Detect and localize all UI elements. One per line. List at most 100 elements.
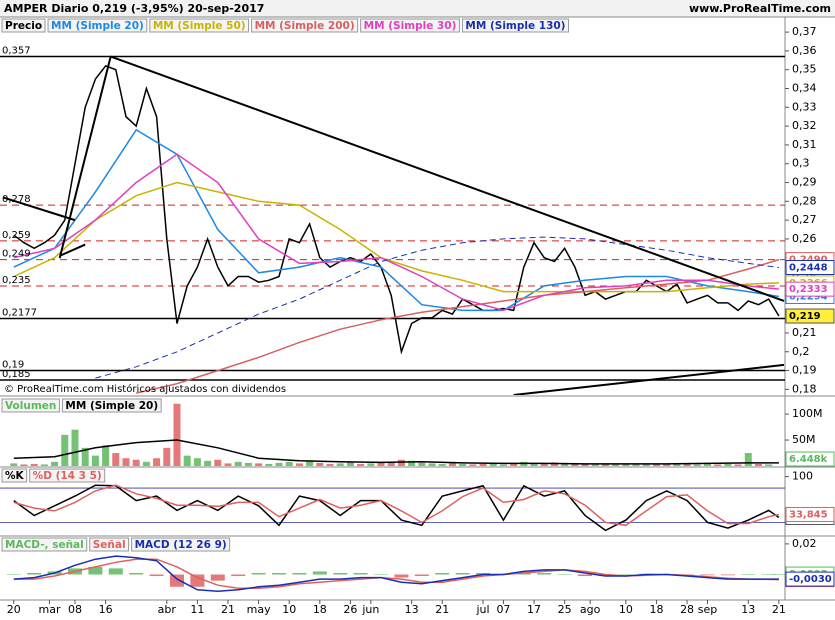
- volume-bar: [40, 464, 48, 466]
- y-tick-label: 100: [792, 470, 813, 483]
- histogram-bar: [108, 568, 123, 575]
- histogram-bar: [435, 572, 450, 575]
- legend-box: [29, 468, 106, 483]
- histogram-bar: [578, 574, 593, 577]
- panel: [0, 484, 785, 532]
- histogram-bar: [557, 574, 572, 576]
- x-tick-label: jul: [475, 603, 489, 616]
- volume-bar: [224, 463, 232, 466]
- level-label: 0,19: [2, 360, 24, 371]
- x-tick-label: 18: [313, 603, 327, 616]
- legend-box: [251, 18, 359, 33]
- volume-bar: [234, 461, 242, 466]
- volume-bar: [132, 459, 140, 466]
- x-tick-label: mar: [38, 603, 60, 616]
- histogram-bar: [394, 574, 409, 578]
- volume-bar: [530, 462, 538, 466]
- volume-bar: [326, 463, 334, 466]
- level-label: 0,185: [2, 369, 31, 380]
- trendline: [3, 196, 76, 222]
- histogram-bar: [618, 574, 633, 576]
- histogram-bar: [476, 572, 491, 575]
- legend-label: MACD (12 26 9): [135, 539, 227, 551]
- y-tick-label: 100M: [792, 407, 823, 420]
- histogram-bar: [169, 574, 184, 587]
- value-label-box: [785, 571, 835, 587]
- value-label: 33,845: [789, 509, 828, 520]
- y-tick-label: 0,19: [792, 364, 817, 377]
- histogram-bar: [272, 572, 287, 575]
- volume-bar: [408, 460, 416, 466]
- y-tick-label: 0,21: [792, 326, 817, 339]
- legend-label: MM (Simple 20): [51, 20, 144, 32]
- legend-box: [149, 18, 250, 33]
- volume-bar: [632, 463, 640, 466]
- volume-bar: [428, 463, 436, 466]
- note: © ProRealTime.com Históricos ajustados c…: [4, 383, 286, 395]
- value-label: 0,2448: [789, 263, 828, 274]
- x-tick-label: 28: [680, 603, 694, 616]
- trendline: [513, 363, 785, 395]
- histogram-bar: [455, 572, 470, 575]
- x-tick-label: 21: [221, 603, 235, 616]
- y-tick-label: 0,02: [792, 537, 817, 550]
- x-tick-label: 13: [741, 603, 755, 616]
- x-tick-label: may: [247, 603, 271, 616]
- volume-bar: [346, 461, 354, 466]
- volume-bar: [295, 463, 303, 466]
- histogram-bar: [741, 574, 756, 576]
- volume-bar: [744, 453, 752, 466]
- y-tick-label: 0,18: [792, 382, 817, 395]
- volume-bar: [193, 458, 201, 466]
- x-tick-label: 08: [68, 603, 82, 616]
- volume-bar: [61, 434, 69, 466]
- volume-bar: [71, 429, 79, 466]
- trendline: [110, 55, 785, 302]
- panel: [0, 55, 785, 395]
- volume-bar: [285, 461, 293, 466]
- x-tick-label: 16: [99, 603, 113, 616]
- x-tick-label: 25: [558, 603, 572, 616]
- panel: [6, 555, 785, 593]
- volume-bar: [336, 463, 344, 466]
- volume-bar: [714, 464, 722, 466]
- level-label: 0,2177: [2, 307, 37, 318]
- x-tick-label: 10: [619, 603, 633, 616]
- legend-box: [461, 18, 569, 33]
- legend-box: [1, 537, 88, 552]
- level-label: 0,235: [2, 275, 31, 286]
- x-tick-label: 17: [527, 603, 541, 616]
- y-tick-label: 0,2: [792, 345, 810, 358]
- x-tick-label: 26: [343, 603, 357, 616]
- legend-label: MACD-, señal: [5, 539, 84, 551]
- x-tick-label: 11: [190, 603, 204, 616]
- histogram-bar: [720, 574, 735, 576]
- series-line: [13, 484, 780, 532]
- volume-bar: [306, 460, 314, 466]
- y-tick-label: 0,26: [792, 232, 817, 245]
- volume-bar: [703, 463, 711, 466]
- legend-label: Precio: [5, 20, 42, 32]
- value-label-box: [785, 506, 835, 522]
- x-tick-label: abr: [158, 603, 177, 616]
- volume-bar: [91, 455, 99, 466]
- volume-bar: [683, 463, 691, 466]
- volume-bar: [112, 453, 120, 466]
- y-tick-label: 0,31: [792, 138, 817, 151]
- histogram-bar: [231, 574, 246, 577]
- histogram-bar: [761, 574, 776, 575]
- volume-bar: [173, 403, 181, 466]
- level-label: 0,249: [2, 249, 31, 260]
- volume-bar: [10, 463, 18, 466]
- y-tick-label: 0,28: [792, 194, 817, 207]
- volume-bar: [693, 464, 701, 466]
- histogram-bar: [6, 574, 21, 576]
- legend-label: %K: [5, 470, 25, 482]
- volume-bar: [204, 460, 212, 466]
- x-tick-label: 13: [405, 603, 419, 616]
- legend-box: [1, 18, 46, 33]
- legend-box: [61, 398, 162, 413]
- y-tick-label: 0,3: [792, 157, 810, 170]
- value-label-box: [785, 281, 835, 297]
